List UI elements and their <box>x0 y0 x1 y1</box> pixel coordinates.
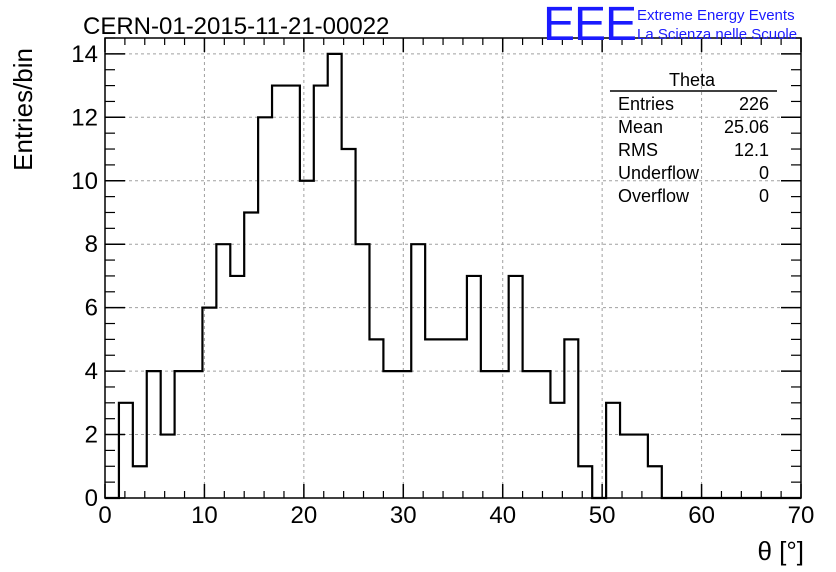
x-tick-label: 40 <box>489 502 516 529</box>
stats-label: Entries <box>618 94 674 114</box>
histogram-line <box>105 52 801 500</box>
y-axis-label: Entries/bin <box>8 48 38 171</box>
stats-value: 12.1 <box>734 140 769 160</box>
tick-labels: 0 10 20 30 40 50 60 70 0 2 4 6 8 10 12 14 <box>71 41 814 529</box>
stats-label: Mean <box>618 117 663 137</box>
stats-label: RMS <box>618 140 658 160</box>
x-tick-label: 0 <box>98 502 111 529</box>
y-tick-label: 14 <box>71 41 98 68</box>
y-tick-label: 2 <box>85 422 98 449</box>
y-tick-label: 4 <box>85 358 98 385</box>
stats-value: 0 <box>759 186 769 206</box>
stats-value: 0 <box>759 163 769 183</box>
stats-rows: Entries 226 Mean 25.06 RMS 12.1 Underflow 0 Over… <box>618 94 769 206</box>
stats-label: Overflow <box>618 186 690 206</box>
plot-frame <box>104 37 802 499</box>
axis-ticks <box>104 37 802 499</box>
stats-title: Theta <box>669 70 716 90</box>
plot-area <box>105 38 801 498</box>
y-tick-label: 12 <box>71 104 98 131</box>
x-tick-label: 60 <box>688 502 715 529</box>
logo-line1: Extreme Energy Events <box>637 7 795 24</box>
stats-value: 25.06 <box>724 117 769 137</box>
x-tick-label: 30 <box>390 502 417 529</box>
x-tick-label: 20 <box>291 502 318 529</box>
chart-title: CERN-01-2015-11-21-00022 <box>83 13 389 40</box>
stats-label: Underflow <box>618 163 700 183</box>
logo-line2: La Scienza nelle Scuole <box>637 26 797 43</box>
eee-logo-mark: EEE <box>543 0 636 51</box>
eee-logo: EEE Extreme Energy Events La Scienza nel… <box>543 0 797 51</box>
stats-value: 226 <box>739 94 769 114</box>
y-tick-label: 10 <box>71 168 98 195</box>
y-tick-label: 6 <box>85 295 98 322</box>
x-tick-label: 70 <box>788 502 815 529</box>
x-tick-label: 10 <box>191 502 218 529</box>
x-axis-label: θ [°] <box>757 536 804 566</box>
y-tick-label: 8 <box>85 231 98 258</box>
y-tick-label: 0 <box>85 485 98 512</box>
x-tick-label: 50 <box>589 502 616 529</box>
stats-box: Theta Entries 226 Mean 25.06 RMS 12.1 Underflo… <box>610 70 777 206</box>
